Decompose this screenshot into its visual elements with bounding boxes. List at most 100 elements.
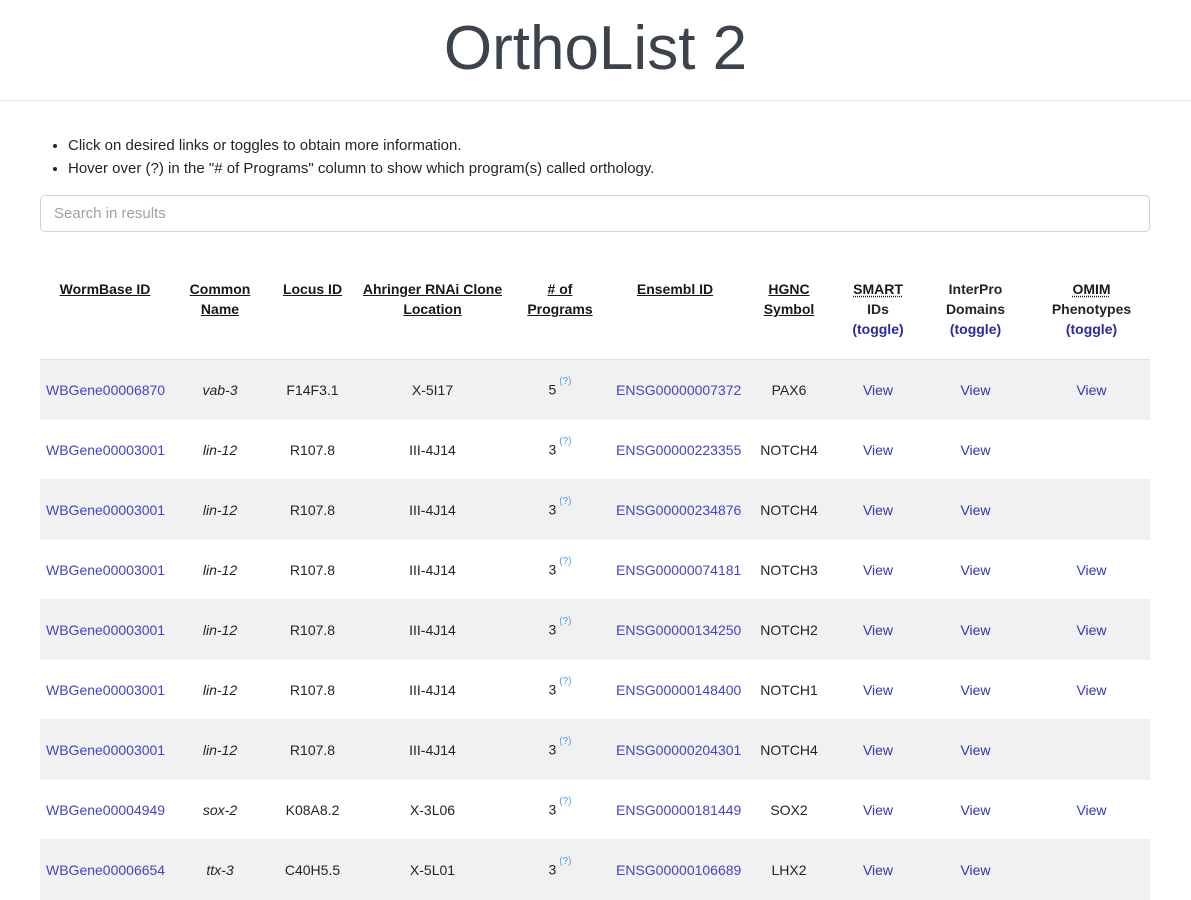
programs-count: 5 [548,381,557,398]
interpro-view-link[interactable]: View [960,501,991,518]
interpro-domains-cell: View [918,840,1033,900]
col-header-ensembl-id: Ensembl ID [610,262,740,360]
ensembl-link[interactable]: ENSG00000181449 [616,801,742,818]
ensembl-link[interactable]: ENSG00000204301 [616,741,742,758]
search-input[interactable] [40,195,1150,232]
programs-count: 3 [548,621,557,638]
smart-ids-label: IDs [867,301,889,317]
wormbase-link[interactable]: WBGene00003001 [46,741,166,758]
smart-view-link[interactable]: View [862,381,894,398]
smart-view-link[interactable]: View [862,561,894,578]
ahringer-cell: III-4J14 [409,501,456,518]
omim-view-link[interactable]: View [1076,381,1107,398]
smart-ids-cell: View [838,660,918,720]
wormbase-link[interactable]: WBGene00003001 [46,561,166,578]
programs-hint-icon[interactable]: (?) [559,436,572,448]
omim-view-link[interactable]: View [1076,681,1107,698]
ensembl-id-cell: ENSG00000074181 [610,540,742,600]
smart-ids-cell: View [838,480,918,540]
ensembl-id-cell: ENSG00000134250 [610,600,742,660]
ensembl-link[interactable]: ENSG00000234876 [616,501,742,518]
sort-ahringer[interactable]: Ahringer RNAi Clone Location [362,281,503,317]
table-row: WBGene00003001 lin-12 R107.8 III-4J14 3(… [40,719,1150,780]
interpro-domains-cell: View [918,600,1033,660]
interpro-view-link[interactable]: View [960,561,991,578]
smart-tooltip-label[interactable]: SMART [853,281,903,297]
ensembl-link[interactable]: ENSG00000148400 [616,681,742,698]
wormbase-link[interactable]: WBGene00006654 [46,861,166,878]
omim-phenotypes-cell: View [1033,600,1150,660]
programs-hint-icon[interactable]: (?) [559,556,572,568]
omim-tooltip-label[interactable]: OMIM [1072,281,1111,297]
programs-hint-icon[interactable]: (?) [559,856,572,868]
interpro-toggle[interactable]: (toggle) [949,321,1002,337]
omim-view-link[interactable]: View [1076,801,1107,818]
programs-cell: 3(?) [510,840,610,900]
omim-view-link[interactable]: View [1076,561,1107,578]
interpro-view-link[interactable]: View [960,801,991,818]
sort-wormbase-id[interactable]: WormBase ID [59,281,151,297]
ensembl-link[interactable]: ENSG00000106689 [616,861,742,878]
programs-hint-icon[interactable]: (?) [559,616,572,628]
wormbase-link[interactable]: WBGene00003001 [46,441,166,458]
ahringer-cell: III-4J14 [409,621,456,638]
omim-view-link[interactable]: View [1076,621,1107,638]
interpro-view-link[interactable]: View [960,861,991,878]
ensembl-link[interactable]: ENSG00000074181 [616,561,742,578]
sort-common-name[interactable]: Common Name [189,281,251,317]
programs-hint-icon[interactable]: (?) [559,376,572,388]
programs-cell: 3(?) [510,600,610,660]
smart-view-link[interactable]: View [862,801,894,818]
wormbase-link[interactable]: WBGene00003001 [46,501,166,518]
wormbase-id-cell: WBGene00003001 [40,420,170,480]
programs-cell: 3(?) [510,780,610,840]
wormbase-link[interactable]: WBGene00003001 [46,621,166,638]
wormbase-id-cell: WBGene00003001 [40,480,170,540]
smart-view-link[interactable]: View [862,861,894,878]
wormbase-id-cell: WBGene00003001 [40,660,170,720]
interpro-view-link[interactable]: View [960,621,991,638]
interpro-view-link[interactable]: View [960,681,991,698]
omim-toggle[interactable]: (toggle) [1065,321,1118,337]
programs-hint-icon[interactable]: (?) [559,676,572,688]
smart-ids-cell: View [838,360,918,420]
programs-cell: 5(?) [510,360,610,420]
hgnc-symbol-cell: NOTCH4 [760,441,818,458]
programs-hint-icon[interactable]: (?) [559,496,572,508]
smart-view-link[interactable]: View [862,741,894,758]
table-row: WBGene00006654 ttx-3 C40H5.5 X-5L01 3(?)… [40,839,1150,900]
locus-id-cell: K08A8.2 [285,801,340,818]
interpro-view-link[interactable]: View [960,741,991,758]
sort-hgnc-symbol[interactable]: HGNC Symbol [763,281,815,317]
interpro-view-link[interactable]: View [960,441,991,458]
site-header: OrthoList 2 [0,0,1191,101]
smart-view-link[interactable]: View [862,441,894,458]
sort-programs[interactable]: # of Programs [527,281,593,317]
col-header-smart-ids: SMART IDs (toggle) [838,262,918,360]
programs-hint-icon[interactable]: (?) [559,736,572,748]
wormbase-id-cell: WBGene00003001 [40,720,170,780]
ensembl-link[interactable]: ENSG00000223355 [616,441,742,458]
locus-id-cell: C40H5.5 [284,861,341,878]
programs-hint-icon[interactable]: (?) [559,796,572,808]
smart-toggle[interactable]: (toggle) [852,321,904,337]
wormbase-link[interactable]: WBGene00004949 [46,801,166,818]
smart-view-link[interactable]: View [862,501,894,518]
main-content: Click on desired links or toggles to obt… [40,135,1150,900]
interpro-domains-label: InterPro Domains [945,281,1006,317]
omim-phenotypes-cell [1033,480,1150,540]
locus-id-cell: R107.8 [289,681,336,698]
ensembl-link[interactable]: ENSG00000134250 [616,621,742,638]
smart-view-link[interactable]: View [862,681,894,698]
sort-locus-id[interactable]: Locus ID [282,281,343,297]
ensembl-id-cell: ENSG00000106689 [610,840,742,900]
smart-view-link[interactable]: View [862,621,894,638]
ensembl-id-cell: ENSG00000007372 [610,360,742,420]
interpro-view-link[interactable]: View [960,381,991,398]
sort-ensembl-id[interactable]: Ensembl ID [636,281,714,297]
wormbase-link[interactable]: WBGene00006870 [46,381,166,398]
ahringer-cell: X-5I17 [411,381,454,398]
col-header-locus-id: Locus ID [270,262,355,360]
ensembl-link[interactable]: ENSG00000007372 [616,381,742,398]
wormbase-link[interactable]: WBGene00003001 [46,681,166,698]
